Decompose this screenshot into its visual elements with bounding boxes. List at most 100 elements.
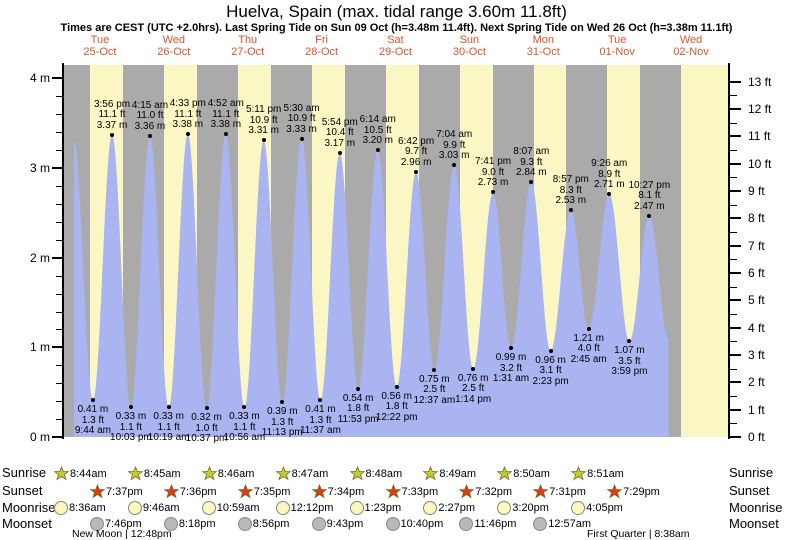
- high-tide-label-1: 3:56 pm 11.1 ft 3.37 m: [83, 99, 141, 132]
- low-tide-dot-5: [166, 405, 171, 410]
- high-tide-time: 9:26 am: [591, 158, 628, 170]
- day-date: 25-Oct: [83, 46, 117, 58]
- sunset-entry-1: 7:37pm: [89, 484, 143, 499]
- low-tide-dot-11: [280, 400, 285, 405]
- y-axis-right-label-3ft: 3 ft: [748, 348, 765, 363]
- high-tide-m: 2.73 m: [477, 177, 509, 189]
- sunset-entry-6: 7:32pm: [459, 484, 512, 499]
- y-axis-left-label-2m: 2 m: [29, 250, 50, 265]
- high-tide-ft: 8.3 ft: [559, 184, 582, 196]
- high-tide-ft: 9.0 ft: [481, 166, 505, 178]
- y-axis-right-label-12ft: 12 ft: [748, 102, 772, 117]
- sunset-star-icon: [89, 484, 105, 499]
- moonset-entry-7: 12:57am: [533, 517, 591, 531]
- y-tick-right: [730, 190, 741, 193]
- sunrise-time: 8:49am: [439, 467, 477, 480]
- sunset-star-icon: [459, 484, 475, 499]
- high-tide-m: 2.53 m: [555, 195, 587, 207]
- low-tide-label-5: 0.33 m 1.1 ft 10:56 am: [215, 412, 273, 444]
- day-date: 29-Oct: [378, 46, 412, 58]
- sunset-entry-5: 7:33pm: [385, 484, 438, 499]
- y-tick-left: [56, 186, 63, 187]
- moonrise-entry-5: 1:23pm: [349, 501, 401, 515]
- high-tide-dot-30: [647, 213, 652, 218]
- sunrise-star-icon: [201, 466, 217, 481]
- day-of-week: Sun: [459, 34, 480, 46]
- high-tide-m: 3.36 m: [134, 120, 166, 132]
- low-tide-m: 1.07 m: [614, 345, 645, 357]
- moonrise-entry-7: 3:20pm: [497, 501, 549, 515]
- high-tide-dot-18: [414, 169, 419, 174]
- day-header-3: Thu 27-Oct: [211, 34, 285, 58]
- sunrise-star-icon: [127, 466, 143, 481]
- moonrise-entry-1: 8:36am: [53, 501, 106, 515]
- day-header-1: Tue 25-Oct: [63, 34, 137, 58]
- high-tide-m: 2.71 m: [593, 179, 625, 191]
- high-tide-label-10: 7:04 am 9.9 ft 3.03 m: [425, 130, 483, 162]
- low-tide-time: 10:37 pm: [185, 433, 228, 445]
- moonrise-moon-icon: [571, 501, 586, 515]
- sunrise-star-icon: [275, 466, 291, 481]
- moonrise-time: 3:20pm: [512, 502, 549, 514]
- high-tide-dot-20: [452, 163, 457, 168]
- moonset-time: 10:40pm: [400, 518, 444, 530]
- low-tide-time: 11:13 pm: [261, 427, 303, 439]
- low-tide-label-2: 0.33 m 1.1 ft 10:03 pm: [102, 412, 160, 444]
- astro-row-label-sunset-left: Sunset: [2, 483, 43, 498]
- tide-water-fill: [73, 134, 669, 437]
- high-tide-time: 8:57 pm: [552, 174, 589, 186]
- y-axis-left-label-0m: 0 m: [29, 430, 50, 444]
- moonset-entry-3: 8:56pm: [237, 517, 289, 531]
- y-tick-right: [730, 396, 737, 398]
- moonrise-moon-icon: [53, 501, 68, 515]
- y-tick-left: [56, 239, 63, 241]
- moonrise-time: 10:59am: [216, 502, 260, 514]
- y-axis-right-label-2ft: 2 ft: [748, 375, 765, 390]
- y-tick-right: [730, 244, 741, 247]
- low-tide-dot-27: [586, 326, 591, 331]
- y-axis-right-label-6ft: 6 ft: [748, 266, 765, 281]
- day-of-week: Wed: [162, 34, 186, 46]
- low-tide-dot-23: [509, 346, 513, 351]
- y-tick-right: [730, 354, 741, 357]
- moonset-time: 7:46pm: [104, 518, 142, 530]
- y-tick-right: [730, 177, 737, 179]
- low-tide-m: 0.41 m: [305, 404, 336, 416]
- high-tide-ft: 10.9 ft: [249, 114, 278, 126]
- moonset-time: 9:43pm: [326, 518, 364, 530]
- y-tick-right: [730, 162, 741, 165]
- high-tide-m: 3.38 m: [172, 119, 204, 131]
- moonrise-entry-3: 10:59am: [201, 501, 260, 515]
- y-tick-right: [730, 150, 737, 152]
- y-axis-right-label-8ft: 8 ft: [748, 211, 765, 226]
- low-tide-label-11: 0.76 m 2.5 ft 1:14 pm: [444, 373, 502, 406]
- low-tide-time: 2:23 pm: [532, 375, 569, 387]
- moon-phase-name: First Quarter: [587, 528, 646, 540]
- low-tide-label-4: 0.32 m 1.0 ft 10:37 pm: [178, 413, 236, 445]
- low-tide-ft: 1.3 ft: [309, 414, 332, 426]
- sunset-entry-7: 7:31pm: [533, 484, 586, 499]
- low-tide-time: 11:53 pm: [337, 413, 379, 425]
- y-tick-left: [52, 346, 63, 349]
- high-tide-time: 10:27 pm: [628, 179, 671, 191]
- y-tick-right: [730, 232, 737, 234]
- low-tide-label-9: 0.56 m 1.8 ft 12:22 pm: [368, 391, 426, 424]
- y-tick-left: [56, 203, 63, 205]
- high-tide-m: 2.47 m: [634, 200, 665, 212]
- high-tide-dot-12: [299, 136, 304, 141]
- low-tide-ft: 1.1 ft: [119, 421, 142, 433]
- moon-phase-separator: |: [645, 528, 655, 540]
- moonset-moon-icon: [237, 517, 252, 531]
- y-tick-left: [56, 401, 63, 403]
- low-tide-dot-29: [627, 339, 632, 344]
- high-tide-ft: 8.1 ft: [638, 190, 661, 202]
- low-tide-ft: 3.2 ft: [499, 362, 523, 374]
- moonset-moon-icon: [459, 517, 474, 531]
- moonrise-moon-icon: [349, 501, 364, 515]
- low-tide-dot-21: [471, 366, 476, 371]
- high-tide-time: 7:04 am: [436, 129, 473, 141]
- low-tide-m: 0.75 m: [419, 373, 450, 385]
- sunrise-entry-4: 8:47am: [275, 466, 328, 481]
- high-tide-time: 7:41 pm: [474, 156, 512, 168]
